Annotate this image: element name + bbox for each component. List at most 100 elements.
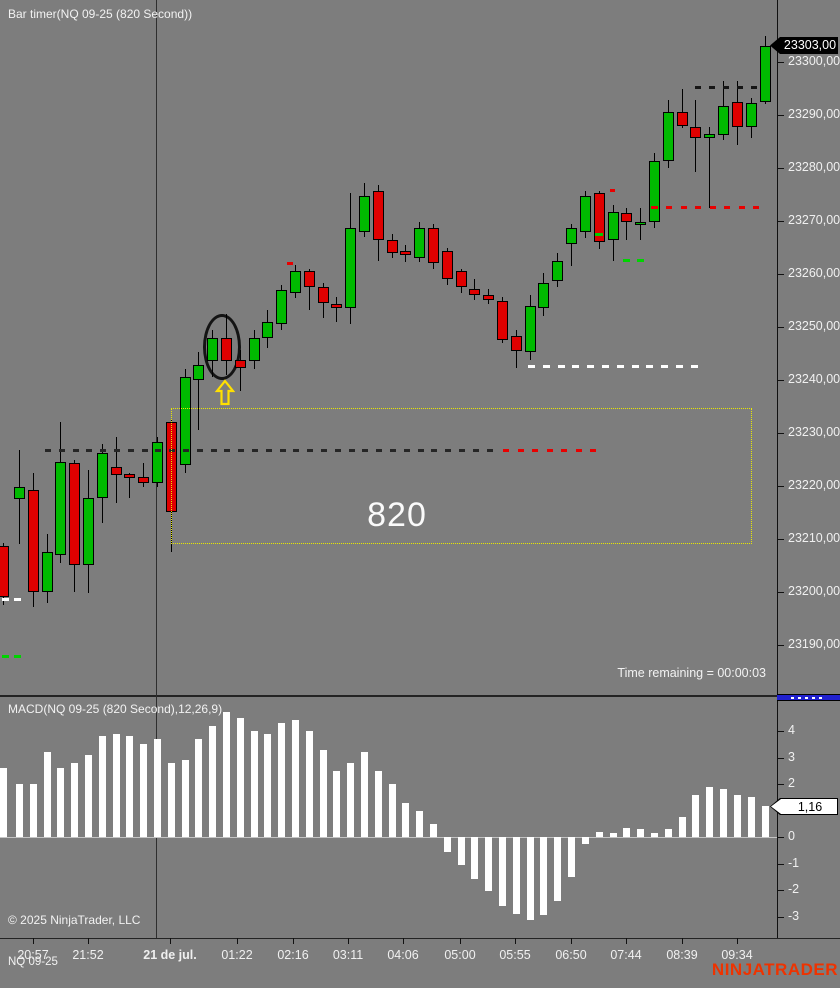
macd-histogram-bar bbox=[167, 762, 175, 837]
price-axis-tick-label: 23200,00 bbox=[788, 584, 840, 598]
time-axis-label: 02:16 bbox=[277, 948, 309, 962]
macd-axis-tick bbox=[777, 863, 784, 865]
dotted-line-dash bbox=[616, 365, 624, 369]
bar-timer-text: Time remaining = 00:00:03 bbox=[617, 666, 766, 680]
candle-body bbox=[303, 271, 315, 288]
candle-body bbox=[510, 336, 522, 351]
macd-histogram-bar bbox=[332, 770, 340, 837]
macd-value: 1,16 bbox=[797, 800, 823, 814]
candle-body bbox=[358, 195, 370, 232]
dotted-line-dash bbox=[86, 448, 93, 452]
time-axis-label: 08:39 bbox=[666, 948, 698, 962]
dotted-line-dash bbox=[155, 448, 162, 452]
time-axis-label: 04:06 bbox=[387, 948, 419, 962]
candle-body bbox=[317, 287, 329, 304]
price-axis-tick-label: 23230,00 bbox=[788, 425, 840, 439]
macd-histogram-bar bbox=[222, 712, 230, 837]
macd-axis-tick-label: 0 bbox=[788, 829, 795, 843]
dotted-line-dash bbox=[542, 365, 550, 369]
dotted-line-dash bbox=[307, 448, 314, 452]
candle-body bbox=[248, 337, 260, 362]
macd-histogram-bar bbox=[112, 733, 120, 837]
macd-histogram-bar bbox=[443, 837, 451, 852]
price-axis-tick-label: 23210,00 bbox=[788, 531, 840, 545]
time-axis[interactable] bbox=[0, 938, 840, 988]
macd-histogram-bar bbox=[360, 752, 368, 837]
dotted-line-dash bbox=[127, 448, 134, 452]
panel-splitter-handle[interactable] bbox=[777, 694, 840, 701]
macd-histogram-bar bbox=[84, 754, 92, 837]
macd-histogram-bar bbox=[609, 833, 617, 837]
macd-histogram-bar bbox=[761, 806, 769, 837]
macd-axis-tick bbox=[777, 890, 784, 891]
dotted-line-dash bbox=[45, 448, 51, 452]
dotted-line-dash bbox=[676, 365, 683, 369]
time-axis-label: 01:22 bbox=[221, 948, 253, 962]
macd-histogram-bar bbox=[319, 749, 327, 837]
macd-zero-line bbox=[0, 837, 777, 838]
dotted-line-dash bbox=[709, 85, 715, 89]
candle-body bbox=[648, 161, 660, 223]
macd-axis-tick bbox=[777, 731, 784, 732]
price-axis-tick-label: 23190,00 bbox=[788, 637, 840, 651]
dotted-line-dash bbox=[737, 85, 743, 89]
candle-body bbox=[234, 360, 246, 369]
dotted-line-dash bbox=[661, 365, 669, 369]
instrument-tab[interactable]: NQ 09-25 bbox=[8, 956, 58, 968]
price-chart-panel[interactable] bbox=[0, 0, 777, 695]
dotted-line-dash bbox=[417, 448, 424, 452]
macd-axis-tick bbox=[777, 757, 784, 759]
macd-histogram-bar bbox=[194, 738, 202, 837]
macd-histogram-bar bbox=[139, 744, 147, 837]
up-arrow-annotation[interactable] bbox=[215, 379, 235, 407]
candle-body bbox=[13, 487, 25, 500]
indicator-mark bbox=[595, 232, 603, 236]
time-axis-label: 21 de jul. bbox=[143, 948, 197, 962]
dotted-line-dash bbox=[587, 365, 595, 369]
price-axis[interactable] bbox=[777, 0, 840, 938]
time-axis-tick bbox=[571, 938, 572, 944]
copyright-text: © 2025 NinjaTrader, LLC bbox=[8, 913, 141, 927]
dotted-line-dash bbox=[503, 448, 509, 452]
ellipse-annotation[interactable] bbox=[203, 314, 241, 380]
dotted-line-dash bbox=[238, 448, 245, 452]
dotted-line-dash bbox=[403, 448, 410, 452]
macd-histogram-bar bbox=[415, 810, 423, 837]
time-axis-label: 21:52 bbox=[72, 948, 104, 962]
macd-histogram-bar bbox=[153, 738, 161, 837]
region-box[interactable] bbox=[171, 407, 752, 545]
macd-histogram-bar bbox=[512, 837, 520, 914]
dotted-line-dash bbox=[546, 448, 553, 452]
macd-histogram-bar bbox=[263, 733, 271, 837]
dotted-line-dash bbox=[224, 448, 231, 452]
region-box-label[interactable]: 820 bbox=[367, 496, 427, 534]
macd-axis-tick bbox=[777, 916, 784, 918]
macd-histogram-bar bbox=[539, 837, 547, 916]
candle-body bbox=[565, 227, 577, 244]
price-axis-tick bbox=[777, 221, 784, 222]
candle-body bbox=[220, 337, 232, 362]
macd-histogram-bar bbox=[208, 725, 216, 837]
macd-axis-tick-label: -2 bbox=[788, 882, 800, 896]
indicator-mark bbox=[651, 206, 658, 210]
candle-wick bbox=[681, 88, 683, 129]
dotted-line-dash bbox=[141, 448, 148, 452]
panel-divider bbox=[0, 695, 840, 697]
candle-body bbox=[0, 545, 9, 598]
candle-body bbox=[745, 103, 757, 127]
macd-histogram-bar bbox=[457, 837, 465, 865]
indicator-mark bbox=[2, 655, 9, 659]
dotted-line-dash bbox=[575, 448, 582, 452]
dotted-line-dash bbox=[724, 206, 730, 210]
price-axis-tick-label: 23240,00 bbox=[788, 372, 840, 386]
macd-histogram-bar bbox=[705, 786, 713, 837]
price-axis-tick-label: 23220,00 bbox=[788, 478, 840, 492]
indicator-mark bbox=[610, 189, 615, 193]
dotted-line-dash bbox=[695, 85, 701, 89]
candle-body bbox=[731, 101, 743, 127]
macd-histogram-bar bbox=[181, 760, 189, 837]
macd-histogram-bar bbox=[526, 837, 534, 921]
candle-body bbox=[496, 300, 508, 341]
macd-histogram-bar bbox=[470, 837, 478, 880]
